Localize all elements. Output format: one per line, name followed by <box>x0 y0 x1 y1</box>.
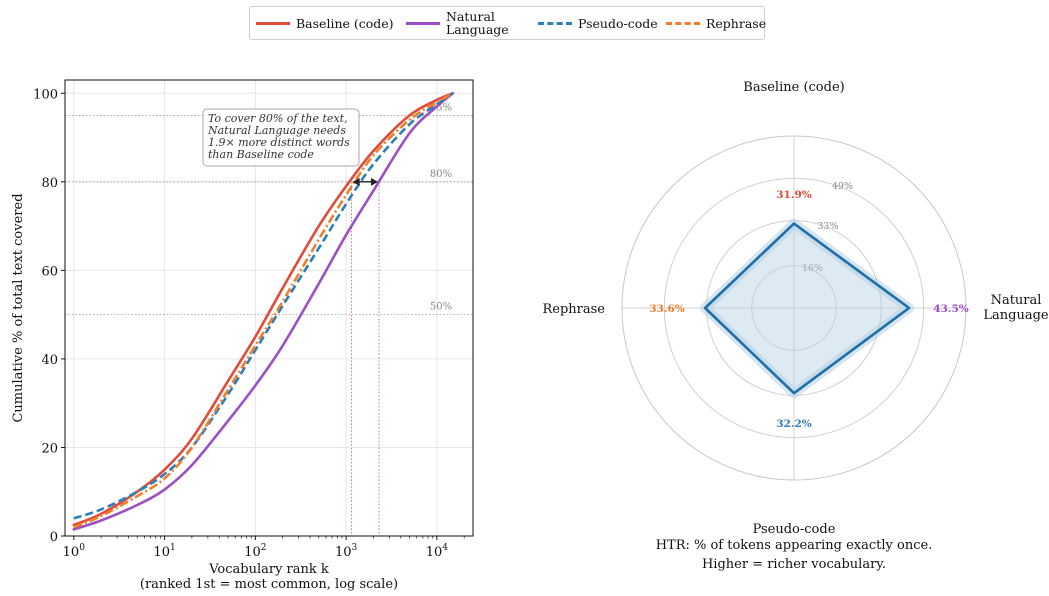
radar-axis-label: Rephrase <box>542 302 605 317</box>
y-tick-label: 0 <box>50 530 58 545</box>
reference-label: 50% <box>430 302 452 313</box>
x-tick-label: 100 <box>63 543 86 560</box>
legend-label: Natural Language <box>446 9 509 37</box>
plot-frame <box>64 79 474 537</box>
y-axis-label: Cumulative % of total text covered <box>11 193 26 422</box>
radar-value-label: 43.5% <box>933 303 969 315</box>
x-tick-label: 101 <box>153 543 175 560</box>
radar-caption: HTR: % of tokens appearing exactly once.… <box>656 538 933 572</box>
legend-label: Pseudo-code <box>578 15 658 31</box>
x-axis-label: Vocabulary rank k (ranked 1st = most comm… <box>140 562 398 592</box>
series-line <box>73 92 454 520</box>
radar-axis-label: Pseudo-code <box>753 522 836 537</box>
series-line <box>72 91 455 531</box>
legend-swatch <box>256 21 290 25</box>
legend-swatch <box>666 21 700 25</box>
legend-label: Baseline (code) <box>296 15 394 31</box>
radar-value-label: 33.6% <box>649 303 685 315</box>
radar-axis-label: Natural Language <box>983 293 1049 323</box>
y-tick-label: 80 <box>41 176 58 191</box>
legend-item: Natural Language <box>406 7 509 39</box>
legend-item: Rephrase <box>666 7 766 39</box>
y-tick-label: 40 <box>41 353 58 368</box>
radar-value-label: 31.9% <box>776 189 812 201</box>
radar-ring-label: 16% <box>802 263 823 274</box>
legend-item: Baseline (code) <box>256 7 394 39</box>
radar-chart: 16% 33% 49% 31.9% 43.5% 32.2% 33.6% Baseline (c… <box>542 80 1048 572</box>
radar-halo <box>700 218 915 399</box>
legend-item: Pseudo-code <box>538 7 658 39</box>
x-tick-label: 103 <box>335 543 358 560</box>
radar-ring-label: 33% <box>817 221 838 232</box>
legend-label: Rephrase <box>706 15 767 31</box>
legend-swatch <box>538 21 572 25</box>
radar-ring-label: 49% <box>832 181 853 192</box>
legend-swatch <box>406 21 440 25</box>
x-tick-label: 102 <box>244 543 266 560</box>
chart-legend: Baseline (code) Natural Language Pseudo-co… <box>249 6 766 40</box>
coverage-plot: 95% 80% 50% To cover 80% of the text, Natura… <box>11 79 474 592</box>
y-tick-label: 100 <box>33 87 58 102</box>
radar-polygon <box>703 222 911 395</box>
reference-label: 95% <box>430 102 452 113</box>
arrow-head <box>352 177 360 186</box>
reference-label: 80% <box>430 169 452 180</box>
annotation-box <box>202 108 360 167</box>
series-line <box>73 92 454 529</box>
y-tick-label: 20 <box>41 441 58 456</box>
radar-value-label: 32.2% <box>776 418 812 430</box>
y-tick-label: 60 <box>41 264 58 279</box>
annotation-text: To cover 80% of the text, Natural Languag… <box>207 112 350 161</box>
arrow-head <box>370 177 378 186</box>
x-tick-label: 104 <box>426 543 449 560</box>
radar-axis-label: Baseline (code) <box>743 80 844 95</box>
